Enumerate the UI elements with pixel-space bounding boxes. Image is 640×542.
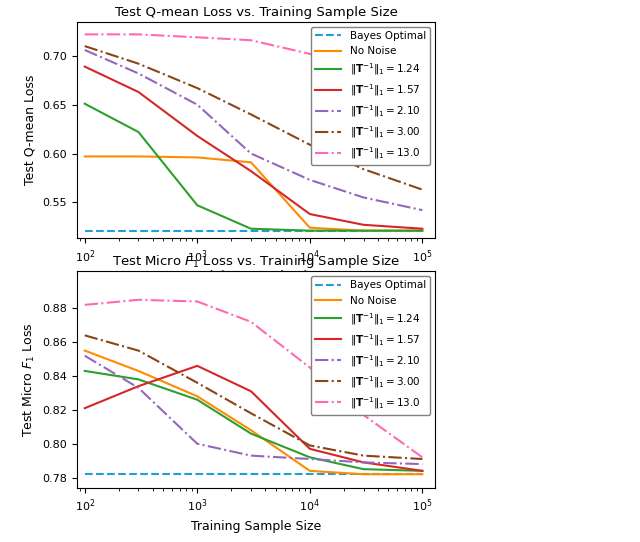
Legend: Bayes Optimal, No Noise, $\|\mathbf{T}^{-1}\|_1 = 1.24$, $\|\mathbf{T}^{-1}\|_1 : Bayes Optimal, No Noise, $\|\mathbf{T}^{… xyxy=(311,27,430,165)
X-axis label: Training Sample Size: Training Sample Size xyxy=(191,520,321,533)
Y-axis label: Test Q-mean Loss: Test Q-mean Loss xyxy=(24,75,36,185)
Title: Test Micro $F_1$ Loss vs. Training Sample Size: Test Micro $F_1$ Loss vs. Training Sampl… xyxy=(112,254,400,270)
Legend: Bayes Optimal, No Noise, $\|\mathbf{T}^{-1}\|_1 = 1.24$, $\|\mathbf{T}^{-1}\|_1 : Bayes Optimal, No Noise, $\|\mathbf{T}^{… xyxy=(311,276,430,415)
X-axis label: Training Sample Size: Training Sample Size xyxy=(191,270,321,283)
Y-axis label: Test Micro $F_1$ Loss: Test Micro $F_1$ Loss xyxy=(20,322,36,437)
Title: Test Q-mean Loss vs. Training Sample Size: Test Q-mean Loss vs. Training Sample Siz… xyxy=(115,6,397,19)
